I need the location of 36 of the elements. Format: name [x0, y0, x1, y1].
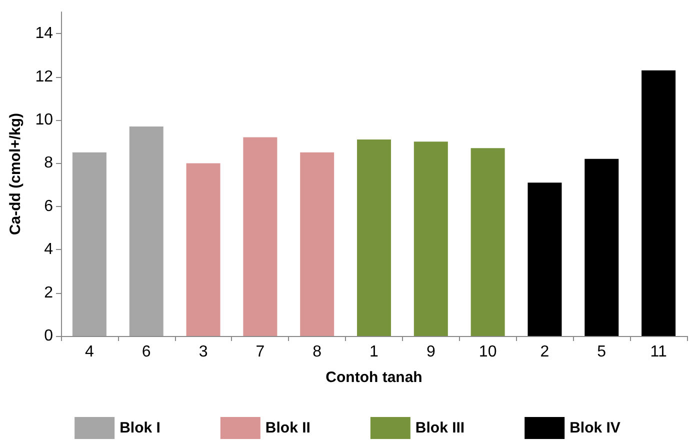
x-tick-label: 1 — [370, 344, 379, 360]
bar — [129, 126, 164, 336]
bar — [300, 152, 334, 336]
x-tick-label: 8 — [312, 344, 322, 360]
y-tick-label: 12 — [35, 68, 54, 86]
x-tick-label: 2 — [540, 344, 550, 360]
legend-label: Blok III — [415, 420, 465, 436]
x-tick-label: 10 — [478, 344, 497, 360]
bar — [186, 163, 220, 336]
legend-label: Blok II — [265, 420, 310, 436]
y-tick-label: 0 — [44, 328, 54, 344]
bar — [528, 182, 562, 336]
bar — [243, 137, 278, 336]
bar — [72, 152, 106, 336]
bar — [357, 139, 391, 336]
y-tick-label: 4 — [44, 241, 54, 258]
x-tick-label: 4 — [85, 344, 94, 360]
bar — [414, 142, 448, 336]
legend-label: Blok IV — [570, 420, 620, 436]
bar — [584, 158, 619, 336]
legend-label: Blok I — [120, 420, 160, 436]
y-tick-label: 14 — [35, 25, 54, 42]
x-tick-label: 11 — [650, 344, 667, 360]
bar — [642, 70, 676, 336]
x-tick-label: 5 — [597, 344, 606, 360]
x-axis-title: Contoh tanah — [326, 369, 422, 386]
bar — [470, 148, 505, 336]
x-tick-label: 9 — [426, 344, 436, 360]
y-tick-label: 6 — [44, 198, 54, 215]
y-tick-label: 2 — [44, 284, 54, 302]
y-tick-label: 8 — [44, 154, 54, 172]
y-tick-label: 10 — [35, 112, 54, 128]
x-tick-label: 7 — [256, 344, 265, 360]
y-axis-title: Ca-dd (cmol+/kg) — [7, 112, 24, 236]
x-tick-label: 6 — [142, 344, 151, 360]
x-tick-label: 3 — [198, 344, 208, 360]
